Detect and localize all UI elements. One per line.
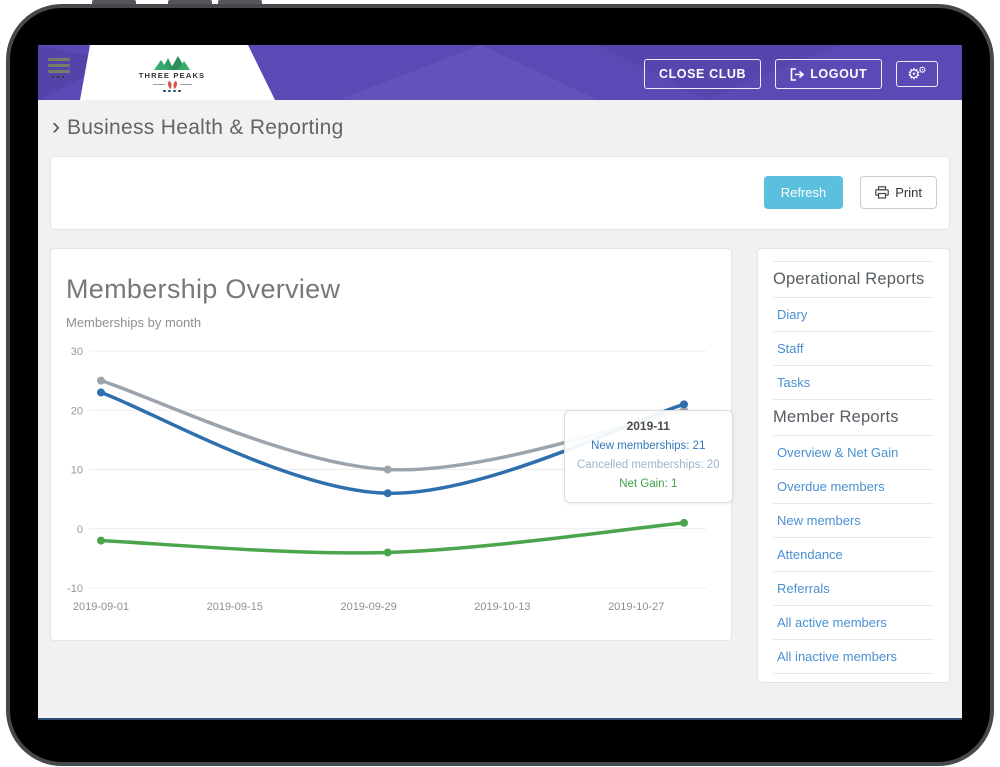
x-axis-label: 2019-09-15 [207,601,263,613]
main-content: Membership Overview Memberships by month… [50,248,950,683]
y-axis-label: 20 [71,405,83,417]
club-logo[interactable]: THREE PEAKS [116,49,228,97]
sidebar-item-tasks[interactable]: Tasks [773,366,934,400]
chart-subtitle: Memberships by month [66,315,202,330]
reports-sidebar: Operational Reports Diary Staff Tasks Member… [757,248,950,683]
tooltip-title: 2019-11 [626,419,670,433]
header-actions: CLOSE CLUB LOGOUT ⚙⚙ [643,59,938,89]
chart-title: Membership Overview [66,274,341,304]
logout-button[interactable]: LOGOUT [775,59,883,89]
reports-list: Operational Reports Diary Staff Tasks Member… [773,261,934,674]
membership-overview-card: Membership Overview Memberships by month… [50,248,733,641]
sidebar-item-all-inactive-members[interactable]: All inactive members [773,640,934,674]
printer-icon [875,186,890,199]
menu-icon[interactable] [48,58,72,80]
sidebar-item-overdue-members[interactable]: Overdue members [773,470,934,504]
settings-button[interactable]: ⚙⚙ [896,61,938,87]
toolbar: Refresh Print [50,156,950,230]
sidebar-item-diary[interactable]: Diary [773,298,934,332]
sidebar-item-referrals[interactable]: Referrals [773,572,934,606]
data-point-net-gain[interactable] [97,536,105,545]
y-axis-label: -10 [67,583,83,595]
sidebar-item-all-active-members[interactable]: All active members [773,606,934,640]
screen: THREE PEAKS CLOSE CLUB [38,45,962,720]
data-point-net-gain[interactable] [680,518,688,527]
tablet-button-top-1 [92,0,136,6]
x-axis-label: 2019-09-01 [73,601,129,613]
sidebar-item-attendance[interactable]: Attendance [773,538,934,572]
x-axis-label: 2019-10-27 [608,601,664,613]
tooltip-line: New memberships: 21 [591,440,706,452]
chevron-right-icon: › [52,113,60,140]
x-axis-label: 2019-09-29 [340,601,396,613]
logout-icon [790,67,805,81]
gears-icon: ⚙⚙ [907,65,927,83]
chart-tooltip: 2019-11 New memberships: 21 Cancelled mem… [564,410,733,503]
data-point-cancelled-memberships[interactable] [97,376,105,385]
sidebar-item-overview-net-gain[interactable]: Overview & Net Gain [773,436,934,470]
data-point-new-memberships[interactable] [97,388,105,397]
logo-text: THREE PEAKS [138,70,206,80]
data-point-cancelled-memberships[interactable] [383,465,392,474]
logo-emblem-icon [167,80,177,89]
chart-area[interactable]: 30 20 10 0 -10 2019-09-01 2019-09-15 2019-09-29… [66,338,733,623]
tooltip-line: Cancelled memberships: 20 [577,458,720,471]
refresh-button[interactable]: Refresh [763,176,844,209]
app-header: THREE PEAKS CLOSE CLUB [38,45,962,100]
y-axis-label: 30 [71,346,83,358]
series-line-net-gain [99,521,686,555]
tooltip-line: Net Gain: 1 [619,477,678,490]
logo-tagline [163,89,181,92]
page-body: › Business Health & Reporting Refresh Pr… [38,100,962,695]
tablet-button-top-2 [168,0,212,6]
sidebar-heading-member-reports: Member Reports [773,400,934,436]
tablet-button-top-3 [218,0,262,6]
y-axis-label: 10 [71,465,83,477]
y-axis-label: 0 [77,524,83,536]
sidebar-item-new-members[interactable]: New members [773,504,934,538]
logo-background [80,45,275,100]
print-button[interactable]: Print [860,176,937,209]
logo-divider [152,80,192,89]
x-axis-label: 2019-10-13 [474,601,530,613]
header-pattern [338,45,598,100]
page-title: Business Health & Reporting [67,116,344,139]
data-point-new-memberships[interactable] [383,489,392,498]
data-point-new-memberships[interactable] [680,400,688,409]
sidebar-item-staff[interactable]: Staff [773,332,934,366]
data-point-net-gain[interactable] [383,548,392,557]
screen-bottom-edge [38,718,962,720]
mountains-icon [154,55,190,70]
close-club-button[interactable]: CLOSE CLUB [643,59,762,89]
sidebar-heading-operational-reports: Operational Reports [773,261,934,298]
breadcrumb: › Business Health & Reporting [50,115,950,141]
